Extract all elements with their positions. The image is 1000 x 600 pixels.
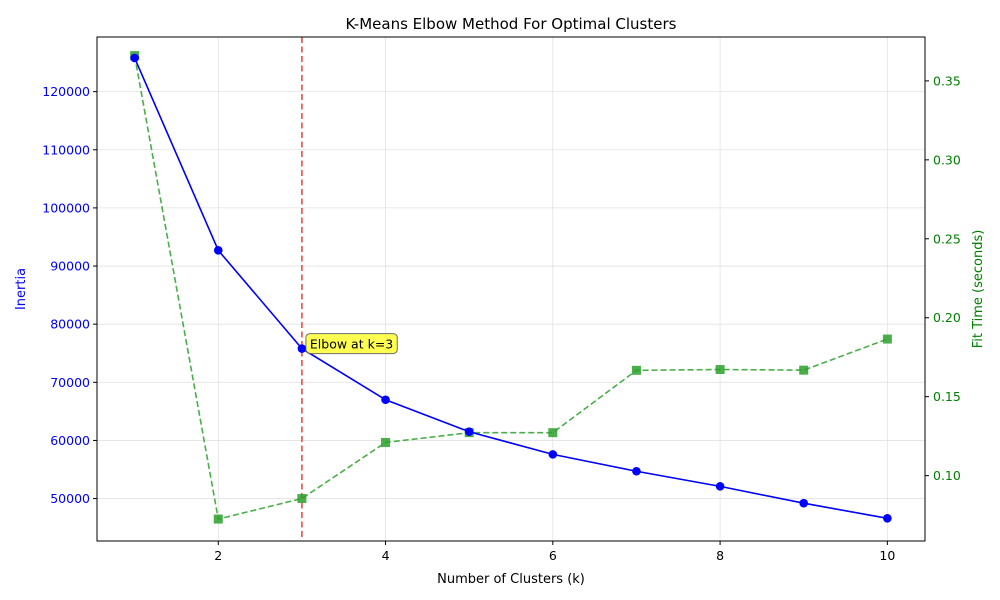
fit-time-point [297, 494, 307, 504]
x-tick-label: 2 [214, 548, 222, 563]
inertia-point [130, 53, 139, 63]
fit-time-point [882, 334, 892, 344]
y-tick-label: 50000 [50, 491, 90, 506]
inertia-point [297, 344, 307, 353]
fit-time-point [213, 514, 223, 524]
y2-tick-label: 0.15 [933, 389, 961, 404]
grid-lines [97, 37, 925, 541]
plot-frame [96, 36, 926, 542]
annotation-text: Elbow at k=3 [310, 337, 393, 352]
y-tick-label: 60000 [50, 433, 90, 448]
y2-tick-label: 0.25 [933, 231, 961, 246]
x-axis-title: Number of Clusters (k) [437, 572, 585, 587]
y-tick-label: 90000 [50, 259, 90, 274]
fit-time-point [631, 365, 641, 375]
inertia-point [464, 427, 474, 437]
y-axis-title: Inertia [14, 268, 29, 310]
y-tick-label: 70000 [50, 375, 90, 390]
inertia-point [883, 514, 892, 523]
fit-time-point [381, 437, 391, 447]
chart-title: K-Means Elbow Method For Optimal Cluster… [346, 15, 677, 33]
x-tick-label: 10 [879, 548, 895, 563]
y2-tick-label: 0.35 [933, 73, 961, 88]
y2-tick-label: 0.20 [933, 310, 961, 325]
elbow-annotation: Elbow at k=3 [305, 333, 398, 355]
y2-tick-label: 0.10 [933, 468, 961, 483]
inertia-point [381, 395, 390, 405]
fit-time-point [799, 365, 809, 375]
x-tick-label: 8 [716, 548, 724, 563]
fit-time-point [715, 365, 725, 375]
axis-ticks: 2 4 6 8 10 50000 60000 70000 80000 90000 100000 110… [42, 73, 961, 563]
x-tick-label: 4 [382, 548, 390, 563]
y2-tick-label: 0.30 [933, 152, 961, 167]
y-tick-label: 100000 [42, 200, 90, 215]
inertia-point [632, 466, 641, 476]
inertia-point [548, 450, 558, 459]
inertia-line [133, 57, 888, 520]
inertia-point [213, 246, 223, 255]
inertia-point [715, 482, 725, 491]
fit-time-point [548, 428, 558, 438]
y-tick-label: 110000 [42, 142, 90, 157]
y-tick-label: 80000 [50, 317, 90, 332]
annotation-box [305, 333, 398, 355]
y2-axis-title: Fit Time (seconds) [971, 230, 986, 349]
inertia-point [799, 498, 809, 508]
data-series [130, 51, 892, 524]
y-tick-label: 120000 [42, 84, 90, 99]
x-tick-label: 6 [549, 548, 557, 563]
fit-time-line [133, 55, 888, 521]
